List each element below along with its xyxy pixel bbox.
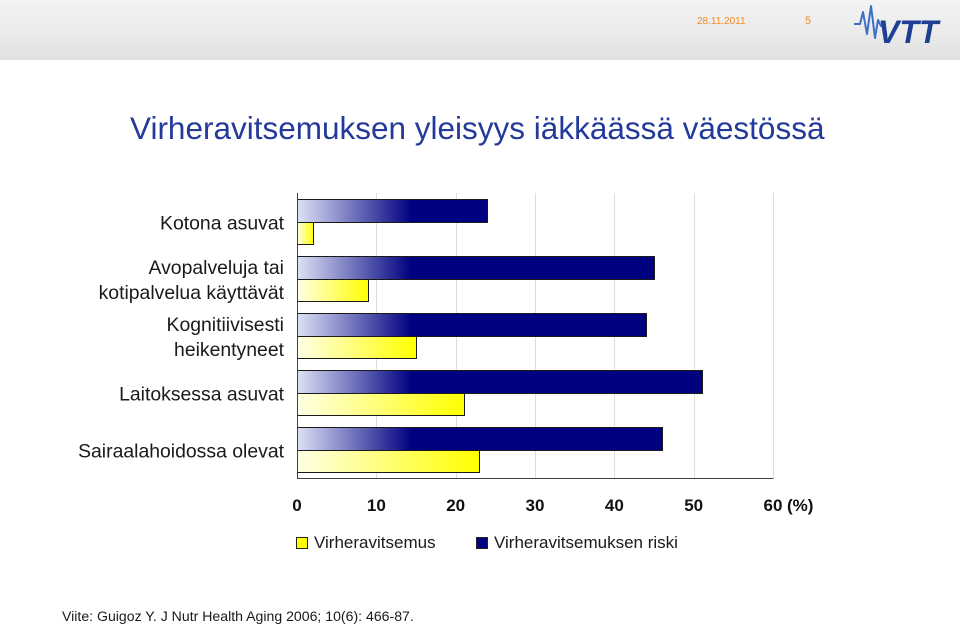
y-category-label: Avopalveluja tai kotipalvelua käyttävät	[98, 256, 284, 304]
slide-date: 28.11.2011	[697, 16, 746, 27]
y-category-label: Sairaalahoidossa olevat	[78, 440, 284, 462]
x-tick-label: 40	[605, 496, 624, 515]
x-tick-label: 50	[684, 496, 703, 515]
legend-label-malnutrition: Virheravitsemus	[314, 533, 436, 552]
x-tick-label: 30	[526, 496, 545, 515]
slide-title: Virheravitsemuksen yleisyys iäkkäässä vä…	[130, 110, 825, 146]
page-number: 5	[805, 15, 812, 27]
logo-wave-icon	[854, 5, 886, 39]
logo-text: VTT	[878, 14, 941, 48]
header-band: 28.11.2011 5 VTT	[0, 0, 960, 60]
y-category-label: Kotona asuvat	[160, 212, 284, 234]
legend-item-malnutrition: Virheravitsemus	[296, 531, 436, 555]
x-tick-label: 20	[446, 496, 465, 515]
legend-label-malnutrition-risk: Virheravitsemuksen riski	[494, 533, 678, 552]
reference-citation: Viite: Guigoz Y. J Nutr Health Aging 200…	[62, 608, 414, 624]
vtt-logo: VTT	[854, 5, 941, 48]
legend-swatch-malnutrition	[296, 537, 308, 549]
x-tick-label: 60	[764, 496, 783, 515]
x-tick-label: 0	[292, 496, 301, 515]
y-category-label: Laitoksessa asuvat	[119, 383, 284, 405]
legend-swatch-malnutrition-risk	[476, 537, 488, 549]
x-axis-unit-label: (%)	[787, 496, 813, 515]
x-tick-label: 10	[367, 496, 386, 515]
y-category-label: Kognitiivisesti heikentyneet	[166, 313, 284, 361]
legend-item-malnutrition-risk: Virheravitsemuksen riski	[476, 531, 678, 555]
